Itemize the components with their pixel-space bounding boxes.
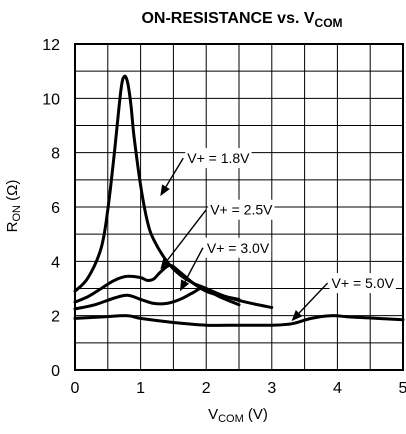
x-axis-label-main: V — [208, 406, 218, 423]
y-axis-label-subscript: ON — [11, 205, 23, 222]
chart-title-subscript: COM — [315, 16, 343, 30]
y-tick-label: 2 — [51, 309, 60, 326]
x-tick-label: 1 — [136, 380, 145, 397]
y-tick-label: 10 — [42, 91, 60, 108]
chart-title-main: ON-RESISTANCE vs. V — [141, 10, 314, 27]
x-tick-label: 4 — [333, 380, 342, 397]
chart-title: ON-RESISTANCE vs. VCOM — [141, 10, 342, 30]
annotation-label: V+ = 5.0V — [332, 275, 395, 291]
series-line-2 — [75, 265, 239, 302]
x-axis-label: VCOM (V) — [208, 406, 268, 425]
y-tick-label: 4 — [51, 254, 60, 271]
annotation-label: V+ = 3.0V — [207, 240, 270, 256]
y-tick-label: 0 — [51, 363, 60, 380]
x-tick-label: 2 — [202, 380, 211, 397]
y-axis-label-unit: (Ω) — [4, 180, 21, 205]
y-axis-label: RON (Ω) — [4, 180, 23, 233]
annotation-label: V+ = 1.8V — [187, 150, 250, 166]
y-tick-label: 12 — [42, 37, 60, 54]
x-tick-label: 3 — [267, 380, 276, 397]
x-axis-label-unit: (V) — [244, 406, 268, 423]
y-tick-label: 8 — [51, 146, 60, 163]
annotation-arrow-shaft — [166, 158, 183, 187]
y-axis-label-main: R — [4, 221, 21, 232]
x-tick-label: 5 — [399, 380, 406, 397]
x-tick-label: 0 — [71, 380, 80, 397]
annotation-arrow-shaft — [299, 283, 328, 313]
annotation-arrow-head — [160, 184, 170, 196]
y-tick-label: 6 — [51, 200, 60, 217]
annotation-label: V+ = 2.5V — [210, 202, 273, 218]
x-axis-label-subscript: COM — [218, 413, 244, 425]
annotation-arrow-shaft — [185, 248, 203, 282]
